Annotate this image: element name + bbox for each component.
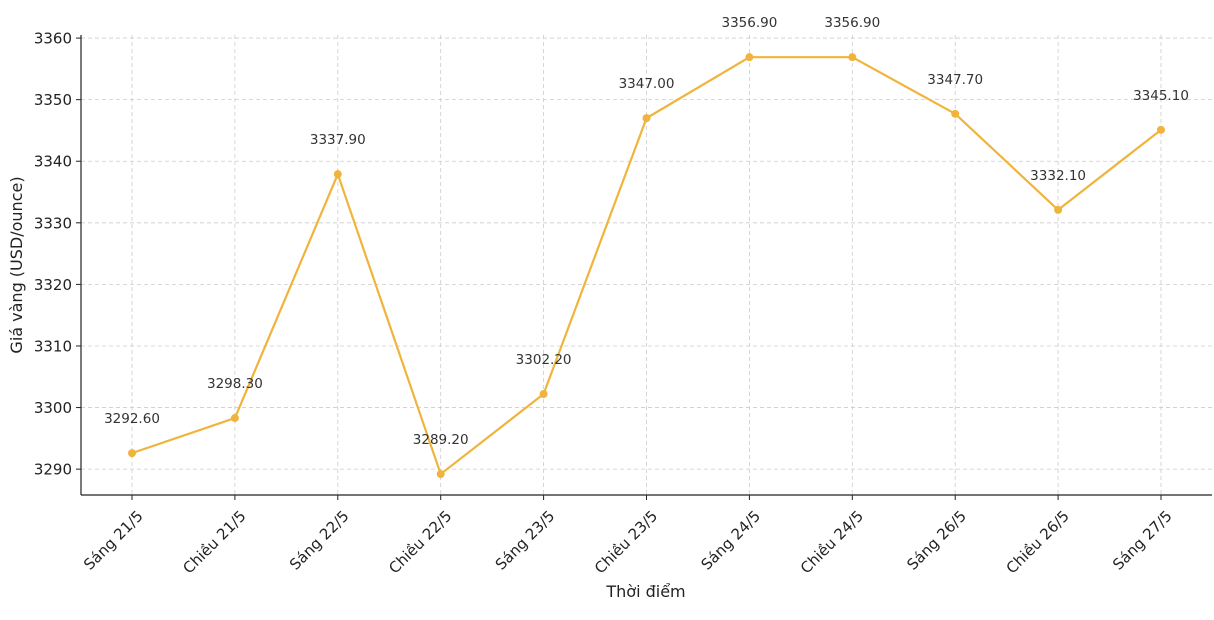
y-tick-label: 3360: [34, 30, 72, 48]
data-label: 3347.70: [927, 72, 983, 88]
x-tick-label: Chiều 22/5: [385, 507, 455, 577]
data-point: [642, 114, 651, 123]
data-label: 3292.60: [104, 411, 160, 427]
x-tick-label: Sáng 21/5: [80, 507, 147, 574]
series-layer: [128, 53, 1165, 479]
y-axis-title: Giá vàng (USD/ounce): [7, 176, 26, 353]
x-tick-label: Chiều 21/5: [179, 507, 249, 577]
x-tick-label: Sáng 24/5: [698, 507, 765, 574]
y-tick-label: 3350: [34, 91, 72, 109]
y-tick-label: 3290: [34, 461, 72, 479]
data-point: [745, 53, 754, 62]
x-tick-label: Sáng 27/5: [1109, 507, 1176, 574]
x-tick-label: Chiều 23/5: [591, 507, 661, 577]
y-tick-label: 3300: [34, 399, 72, 417]
data-point: [1157, 125, 1165, 134]
data-point: [436, 470, 445, 479]
data-point: [230, 414, 239, 423]
data-label: 3337.90: [310, 132, 366, 148]
x-tick-label: Sáng 22/5: [286, 507, 353, 574]
data-point: [539, 390, 548, 399]
data-point: [128, 449, 136, 458]
x-tick-label: Sáng 23/5: [492, 507, 559, 574]
labels-layer: 3292.60 3298.30 3337.90 3289.20 3302.20 3347.…: [104, 15, 1189, 448]
y-tick-label: 3330: [34, 214, 72, 232]
data-label: 3302.20: [516, 352, 572, 368]
x-tick-label: Chiều 24/5: [797, 507, 867, 577]
data-label: 3347.00: [619, 76, 675, 92]
data-label: 3289.20: [413, 432, 469, 448]
data-point: [1054, 205, 1063, 214]
y-tick-label: 3310: [34, 337, 72, 355]
grid-layer: [81, 35, 1212, 495]
y-tick-label: 3340: [34, 153, 72, 171]
data-label: 3356.90: [824, 15, 880, 31]
data-point: [333, 170, 342, 179]
axes-layer: 3290 3300 3310 3320 3330 3340 3350 3360 Sáng 21/…: [34, 30, 1212, 577]
x-tick-label: Sáng 26/5: [903, 507, 970, 574]
data-label: 3332.10: [1030, 168, 1086, 184]
data-label: 3356.90: [721, 15, 777, 31]
y-tick-label: 3320: [34, 276, 72, 294]
data-label: 3345.10: [1133, 88, 1189, 104]
data-point: [848, 53, 857, 62]
x-axis-title: Thời điểm: [605, 582, 685, 601]
x-tick-label: Chiều 26/5: [1003, 507, 1073, 577]
data-label: 3298.30: [207, 376, 263, 392]
data-point: [951, 109, 960, 118]
